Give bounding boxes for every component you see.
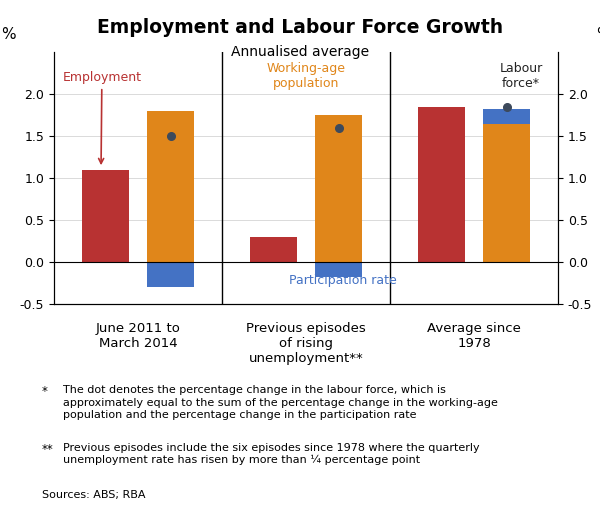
Text: Employment and Labour Force Growth: Employment and Labour Force Growth [97,18,503,37]
Bar [250,237,296,262]
Bar [148,262,194,287]
Bar [82,170,128,262]
Bar [484,110,530,124]
Text: %: % [1,27,16,42]
Bar [418,107,464,262]
Text: The dot denotes the percentage change in the labour force, which is
approximatel: The dot denotes the percentage change in… [63,385,498,420]
Text: *: * [42,385,48,398]
Text: Working-age
population: Working-age population [266,62,346,90]
Text: Previous episodes
of rising
unemployment**: Previous episodes of rising unemployment… [246,322,366,365]
Text: Participation rate: Participation rate [289,274,397,287]
Text: Average since
1978: Average since 1978 [427,322,521,350]
Text: Annualised average: Annualised average [231,45,369,59]
Bar [316,115,362,262]
Bar [148,111,194,262]
Text: Previous episodes include the six episodes since 1978 where the quarterly
unempl: Previous episodes include the six episod… [63,443,479,465]
Text: Employment: Employment [62,71,142,163]
Text: June 2011 to
March 2014: June 2011 to March 2014 [95,322,181,350]
Bar [316,262,362,277]
Text: %: % [596,27,600,42]
Text: Sources: ABS; RBA: Sources: ABS; RBA [42,490,146,500]
Bar [484,124,530,262]
Text: **: ** [42,443,54,456]
Text: Labour
force*: Labour force* [499,62,542,90]
